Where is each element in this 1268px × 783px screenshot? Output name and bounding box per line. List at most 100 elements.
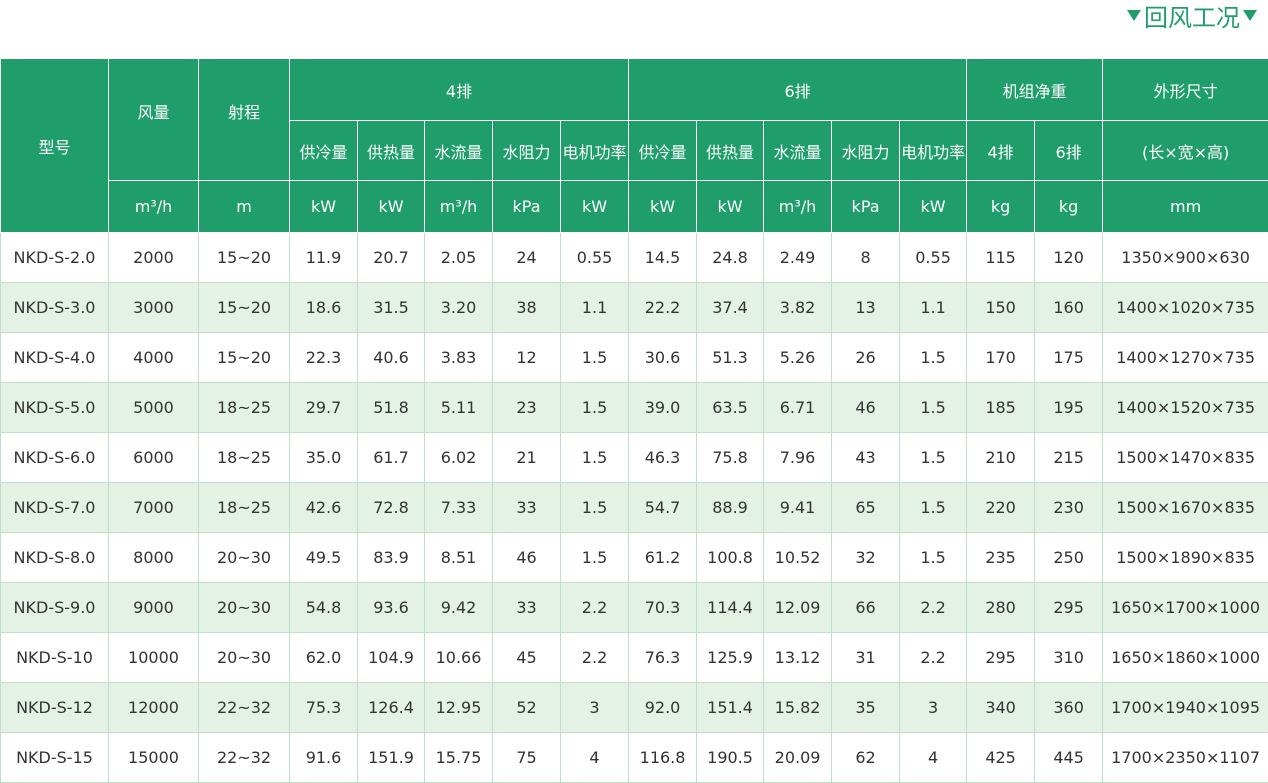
table-cell: 295 bbox=[1035, 583, 1103, 633]
table-cell: 425 bbox=[967, 733, 1035, 783]
table-cell: 61.7 bbox=[358, 433, 425, 483]
header-cell: 水阻力 bbox=[493, 121, 561, 181]
table-cell: 190.5 bbox=[697, 733, 764, 783]
table-cell: 12 bbox=[493, 333, 561, 383]
table-cell: 66 bbox=[832, 583, 900, 633]
table-cell: 54.8 bbox=[290, 583, 358, 633]
table-cell: 9.41 bbox=[764, 483, 832, 533]
table-cell: 7000 bbox=[109, 483, 199, 533]
table-cell: 160 bbox=[1035, 283, 1103, 333]
table-cell: 5000 bbox=[109, 383, 199, 433]
table-cell: 13.12 bbox=[764, 633, 832, 683]
table-cell: 20.09 bbox=[764, 733, 832, 783]
table-cell: 18~25 bbox=[199, 483, 290, 533]
unit-cell: mm bbox=[1103, 181, 1268, 233]
table-cell: 1700×1940×1095 bbox=[1103, 683, 1268, 733]
header-cell: 射程 bbox=[199, 59, 290, 181]
table-cell: 310 bbox=[1035, 633, 1103, 683]
table-cell: 22~32 bbox=[199, 733, 290, 783]
table-cell: NKD-S-12 bbox=[1, 683, 109, 733]
table-cell: 10.66 bbox=[425, 633, 493, 683]
table-cell: 340 bbox=[967, 683, 1035, 733]
table-cell: 125.9 bbox=[697, 633, 764, 683]
table-cell: 21 bbox=[493, 433, 561, 483]
table-cell: 1.5 bbox=[561, 333, 629, 383]
table-cell: 51.3 bbox=[697, 333, 764, 383]
table-cell: 20.7 bbox=[358, 233, 425, 283]
table-cell: 210 bbox=[967, 433, 1035, 483]
table-cell: 70.3 bbox=[629, 583, 697, 633]
table-cell: 22.3 bbox=[290, 333, 358, 383]
table-cell: 22~32 bbox=[199, 683, 290, 733]
header-cell: 供冷量 bbox=[290, 121, 358, 181]
header-cell: 供热量 bbox=[697, 121, 764, 181]
table-cell: 31 bbox=[832, 633, 900, 683]
table-cell: 13 bbox=[832, 283, 900, 333]
table-cell: 11.9 bbox=[290, 233, 358, 283]
table-cell: 250 bbox=[1035, 533, 1103, 583]
table-cell: NKD-S-3.0 bbox=[1, 283, 109, 333]
table-cell: NKD-S-7.0 bbox=[1, 483, 109, 533]
table-cell: 46 bbox=[493, 533, 561, 583]
table-cell: 2.49 bbox=[764, 233, 832, 283]
table-cell: 1.5 bbox=[561, 383, 629, 433]
table-cell: 220 bbox=[967, 483, 1035, 533]
table-cell: 1.5 bbox=[900, 333, 967, 383]
table-cell: 38 bbox=[493, 283, 561, 333]
table-cell: 30.6 bbox=[629, 333, 697, 383]
table-cell: 120 bbox=[1035, 233, 1103, 283]
header-cell: 型号 bbox=[1, 59, 109, 233]
table-cell: 12.09 bbox=[764, 583, 832, 633]
table-cell: 9.42 bbox=[425, 583, 493, 633]
header-cell: 水流量 bbox=[425, 121, 493, 181]
header-cell: 供冷量 bbox=[629, 121, 697, 181]
table-cell: 1.5 bbox=[900, 433, 967, 483]
header-cell: 水阻力 bbox=[832, 121, 900, 181]
table-cell: 75 bbox=[493, 733, 561, 783]
table-cell: 88.9 bbox=[697, 483, 764, 533]
unit-cell: kW bbox=[561, 181, 629, 233]
table-cell: 1500×1890×835 bbox=[1103, 533, 1268, 583]
table-cell: 2.2 bbox=[561, 633, 629, 683]
table-cell: 65 bbox=[832, 483, 900, 533]
table-cell: 7.33 bbox=[425, 483, 493, 533]
table-cell: 4000 bbox=[109, 333, 199, 383]
table-cell: 445 bbox=[1035, 733, 1103, 783]
table-cell: 7.96 bbox=[764, 433, 832, 483]
table-cell: 24.8 bbox=[697, 233, 764, 283]
table-cell: 46 bbox=[832, 383, 900, 433]
table-cell: 51.8 bbox=[358, 383, 425, 433]
section-title: 回风工况 bbox=[1124, 0, 1260, 30]
table-cell: NKD-S-5.0 bbox=[1, 383, 109, 433]
table-cell: 2.2 bbox=[900, 583, 967, 633]
table-cell: 6000 bbox=[109, 433, 199, 483]
table-cell: 92.0 bbox=[629, 683, 697, 733]
arrow-icon bbox=[1126, 8, 1142, 22]
table-cell: 3 bbox=[561, 683, 629, 733]
table-cell: 46.3 bbox=[629, 433, 697, 483]
table-cell: 15~20 bbox=[199, 333, 290, 383]
table-cell: 18~25 bbox=[199, 383, 290, 433]
table-cell: 18.6 bbox=[290, 283, 358, 333]
table-cell: 10000 bbox=[109, 633, 199, 683]
table-cell: 170 bbox=[967, 333, 1035, 383]
table-cell: 15~20 bbox=[199, 283, 290, 333]
table-cell: 280 bbox=[967, 583, 1035, 633]
spec-table: 型号 风量 射程 4排 6排 机组净重 外形尺寸 供冷量供热量水流量水阻力电机功… bbox=[0, 58, 1268, 783]
table-cell: 75.8 bbox=[697, 433, 764, 483]
table-cell: 31.5 bbox=[358, 283, 425, 333]
table-cell: 54.7 bbox=[629, 483, 697, 533]
unit-cell: kW bbox=[697, 181, 764, 233]
table-cell: 62.0 bbox=[290, 633, 358, 683]
table-cell: 40.6 bbox=[358, 333, 425, 383]
table-cell: 230 bbox=[1035, 483, 1103, 533]
table-cell: 2.05 bbox=[425, 233, 493, 283]
table-cell: 33 bbox=[493, 583, 561, 633]
table-cell: 151.9 bbox=[358, 733, 425, 783]
unit-cell: m³/h bbox=[425, 181, 493, 233]
unit-cell: kW bbox=[358, 181, 425, 233]
